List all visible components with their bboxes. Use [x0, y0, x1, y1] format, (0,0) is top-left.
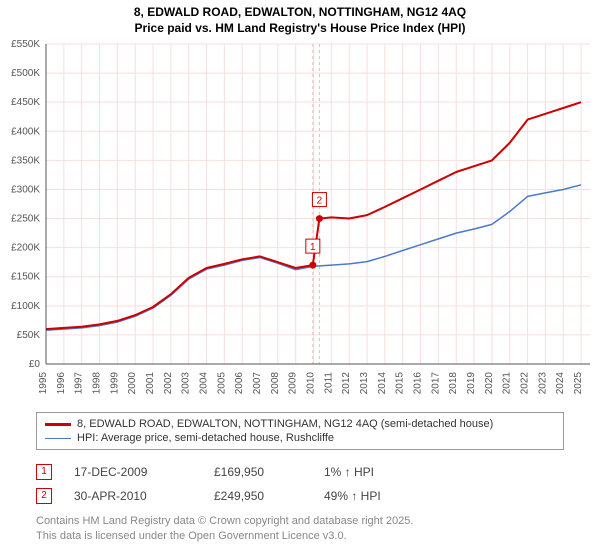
title-line-1: 8, EDWALD ROAD, EDWALTON, NOTTINGHAM, NG…: [0, 4, 600, 20]
svg-text:£550K: £550K: [11, 39, 40, 50]
svg-text:2002: 2002: [163, 372, 174, 395]
svg-text:£500K: £500K: [11, 68, 40, 79]
svg-text:1998: 1998: [92, 372, 103, 395]
sale-price: £249,950: [214, 489, 324, 503]
svg-text:1999: 1999: [109, 372, 120, 395]
svg-text:£50K: £50K: [17, 330, 41, 341]
svg-text:2013: 2013: [359, 372, 370, 395]
svg-text:2020: 2020: [484, 372, 495, 395]
svg-text:2007: 2007: [252, 372, 263, 395]
sale-price: £169,950: [214, 465, 324, 479]
legend-label: HPI: Average price, semi-detached house,…: [77, 432, 334, 444]
svg-text:£200K: £200K: [11, 243, 40, 254]
svg-text:£150K: £150K: [11, 272, 40, 283]
svg-text:2000: 2000: [127, 372, 138, 395]
legend-item: HPI: Average price, semi-detached house,…: [45, 431, 555, 445]
sale-row: 2 30-APR-2010£249,95049% ↑ HPI: [36, 484, 564, 508]
footer-line-1: Contains HM Land Registry data © Crown c…: [36, 514, 413, 529]
legend-swatch: [45, 438, 71, 439]
price-chart: £0 £50K £100K £150K £200K £250K £300K £350K £400…: [0, 38, 600, 408]
sale-marker: 2: [36, 488, 52, 504]
sales-table: 1 17-DEC-2009£169,9501% ↑ HPI 2 30-APR-2010…: [36, 460, 564, 508]
svg-text:£450K: £450K: [11, 97, 40, 108]
svg-text:£350K: £350K: [11, 155, 40, 166]
svg-text:2011: 2011: [323, 372, 334, 394]
svg-text:2016: 2016: [413, 372, 424, 395]
footer-attribution: Contains HM Land Registry data © Crown c…: [36, 514, 413, 544]
svg-text:2018: 2018: [448, 372, 459, 395]
title-line-2: Price paid vs. HM Land Registry's House …: [0, 20, 600, 36]
svg-text:1997: 1997: [74, 372, 85, 395]
footer-line-2: This data is licensed under the Open Gov…: [36, 529, 413, 544]
legend-swatch: [45, 423, 71, 426]
svg-text:2025: 2025: [573, 372, 584, 395]
svg-text:2001: 2001: [145, 372, 156, 395]
svg-text:£100K: £100K: [11, 301, 40, 312]
svg-text:2023: 2023: [537, 372, 548, 395]
svg-text:1995: 1995: [38, 372, 49, 395]
chart-title: 8, EDWALD ROAD, EDWALTON, NOTTINGHAM, NG…: [0, 0, 600, 36]
legend-item: 8, EDWALD ROAD, EDWALTON, NOTTINGHAM, NG…: [45, 417, 555, 431]
sale-delta: 49% ↑ HPI: [324, 489, 381, 503]
svg-text:2006: 2006: [234, 372, 245, 395]
svg-text:2012: 2012: [341, 372, 352, 395]
svg-text:2005: 2005: [216, 372, 227, 395]
sale-date: 17-DEC-2009: [74, 465, 214, 479]
svg-text:2010: 2010: [306, 372, 317, 395]
svg-text:2004: 2004: [199, 372, 210, 395]
svg-text:£250K: £250K: [11, 214, 40, 225]
svg-text:2024: 2024: [555, 372, 566, 395]
svg-text:2022: 2022: [520, 372, 531, 395]
sale-date: 30-APR-2010: [74, 489, 214, 503]
svg-text:£0: £0: [29, 359, 41, 370]
svg-text:£300K: £300K: [11, 184, 40, 195]
svg-text:2021: 2021: [502, 372, 513, 395]
sale-row: 1 17-DEC-2009£169,9501% ↑ HPI: [36, 460, 564, 484]
svg-text:2017: 2017: [430, 372, 441, 395]
svg-text:£400K: £400K: [11, 126, 40, 137]
svg-text:2: 2: [317, 196, 323, 207]
sale-marker: 1: [36, 464, 52, 480]
sale-delta: 1% ↑ HPI: [324, 465, 374, 479]
svg-text:2003: 2003: [181, 372, 192, 395]
svg-text:2014: 2014: [377, 372, 388, 395]
svg-text:2019: 2019: [466, 372, 477, 395]
legend-label: 8, EDWALD ROAD, EDWALTON, NOTTINGHAM, NG…: [77, 418, 493, 430]
svg-text:2015: 2015: [395, 372, 406, 395]
svg-text:2009: 2009: [288, 372, 299, 395]
svg-text:1: 1: [310, 242, 316, 253]
legend: 8, EDWALD ROAD, EDWALTON, NOTTINGHAM, NG…: [36, 412, 564, 450]
svg-text:2008: 2008: [270, 372, 281, 395]
svg-text:1996: 1996: [56, 372, 67, 395]
